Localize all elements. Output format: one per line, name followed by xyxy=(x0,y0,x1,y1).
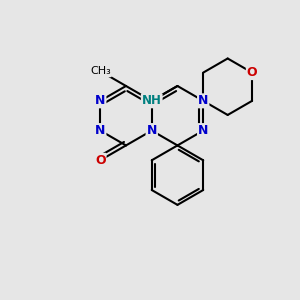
Text: O: O xyxy=(247,66,257,79)
Text: N: N xyxy=(198,94,208,107)
Text: N: N xyxy=(95,94,105,107)
Text: N: N xyxy=(198,124,208,137)
Text: CH₃: CH₃ xyxy=(90,66,111,76)
Text: NH: NH xyxy=(142,94,162,107)
Text: O: O xyxy=(95,154,106,167)
Text: N: N xyxy=(146,124,157,137)
Text: N: N xyxy=(95,124,105,137)
